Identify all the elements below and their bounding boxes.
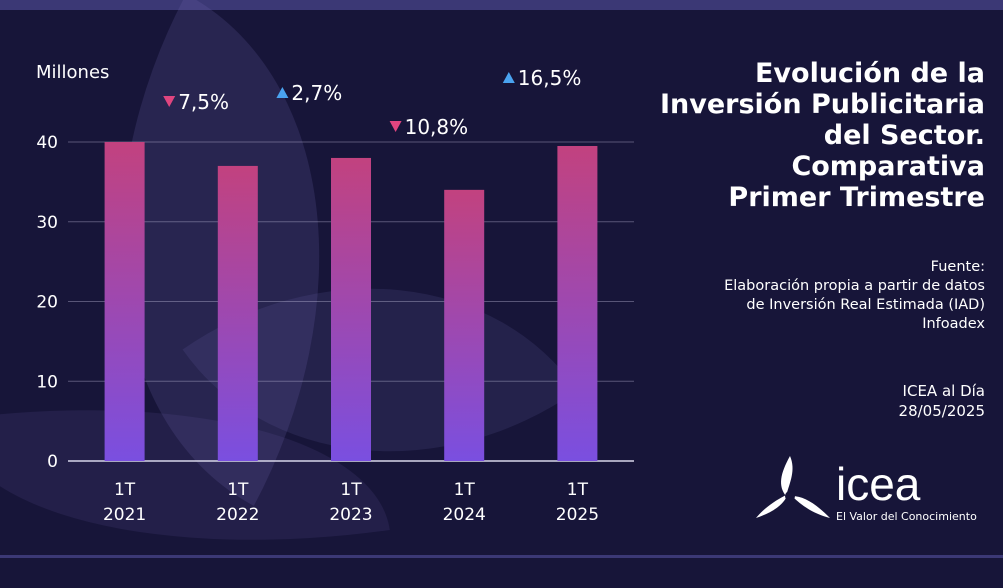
publication-footer: ICEA al Día 28/05/2025 <box>685 381 985 421</box>
bar <box>217 165 258 462</box>
y-tick-label: 30 <box>36 213 58 233</box>
x-tick-label: 1T <box>567 480 589 500</box>
change-label: 2,7% <box>291 81 342 105</box>
y-tick-label: 20 <box>36 293 58 313</box>
change-label: 10,8% <box>405 115 469 139</box>
bar <box>557 145 598 462</box>
source-line: Fuente: <box>930 259 985 275</box>
source-line: Infoadex <box>922 316 985 332</box>
x-tick-label: 1T <box>114 480 136 500</box>
y-axis-label: Millones <box>36 62 109 83</box>
title-line: Primer Trimestre <box>728 182 985 213</box>
x-tick-label: 2023 <box>329 505 372 525</box>
publication-name: ICEA al Día <box>902 382 985 400</box>
x-tick-label: 2021 <box>103 505 146 525</box>
y-tick-label: 0 <box>47 452 58 472</box>
up-triangle-icon <box>502 72 515 83</box>
x-tick-label: 1T <box>454 480 476 500</box>
x-tick-label: 1T <box>340 480 362 500</box>
x-tick-label: 1T <box>227 480 249 500</box>
bar <box>331 157 371 461</box>
x-tick-label: 2022 <box>216 505 259 525</box>
bar-chart: 0 10 20 30 40 1T 2021 1T 2022 1T 2023 1T 2024 1T 2025… <box>36 62 634 525</box>
title-line: Inversión Publicitaria <box>659 89 985 120</box>
top-frame-band <box>0 0 1003 10</box>
source-line: de Inversión Real Estimada (IAD) <box>746 297 985 313</box>
y-tick-label: 10 <box>36 372 58 392</box>
down-triangle-icon <box>163 96 176 107</box>
change-label: 7,5% <box>178 90 229 114</box>
title-line: Comparativa <box>791 151 985 182</box>
pinwheel-logo-icon <box>756 456 830 518</box>
bottom-frame-band <box>0 555 1003 558</box>
change-label: 16,5% <box>518 66 582 90</box>
source-line: Elaboración propia a partir de datos <box>724 278 985 294</box>
bar <box>444 189 485 461</box>
x-tick-label: 2024 <box>443 505 486 525</box>
y-tick-label: 40 <box>36 133 58 153</box>
icea-logo: icea El Valor del Conocimiento <box>750 452 990 532</box>
title-line: Evolución de la <box>754 58 985 89</box>
chart-title: Evolución de la Inversión Publicitaria d… <box>565 58 985 213</box>
up-triangle-icon <box>276 87 289 98</box>
x-tick-label: 2025 <box>556 505 599 525</box>
logo-tagline: El Valor del Conocimiento <box>836 510 977 523</box>
publication-date: 28/05/2025 <box>898 402 985 420</box>
source-note: Fuente: Elaboración propia a partir de d… <box>565 258 985 334</box>
title-line: del Sector. <box>823 120 985 151</box>
logo-wordmark: icea <box>836 458 921 510</box>
bar <box>104 142 145 461</box>
down-triangle-icon <box>389 121 402 132</box>
